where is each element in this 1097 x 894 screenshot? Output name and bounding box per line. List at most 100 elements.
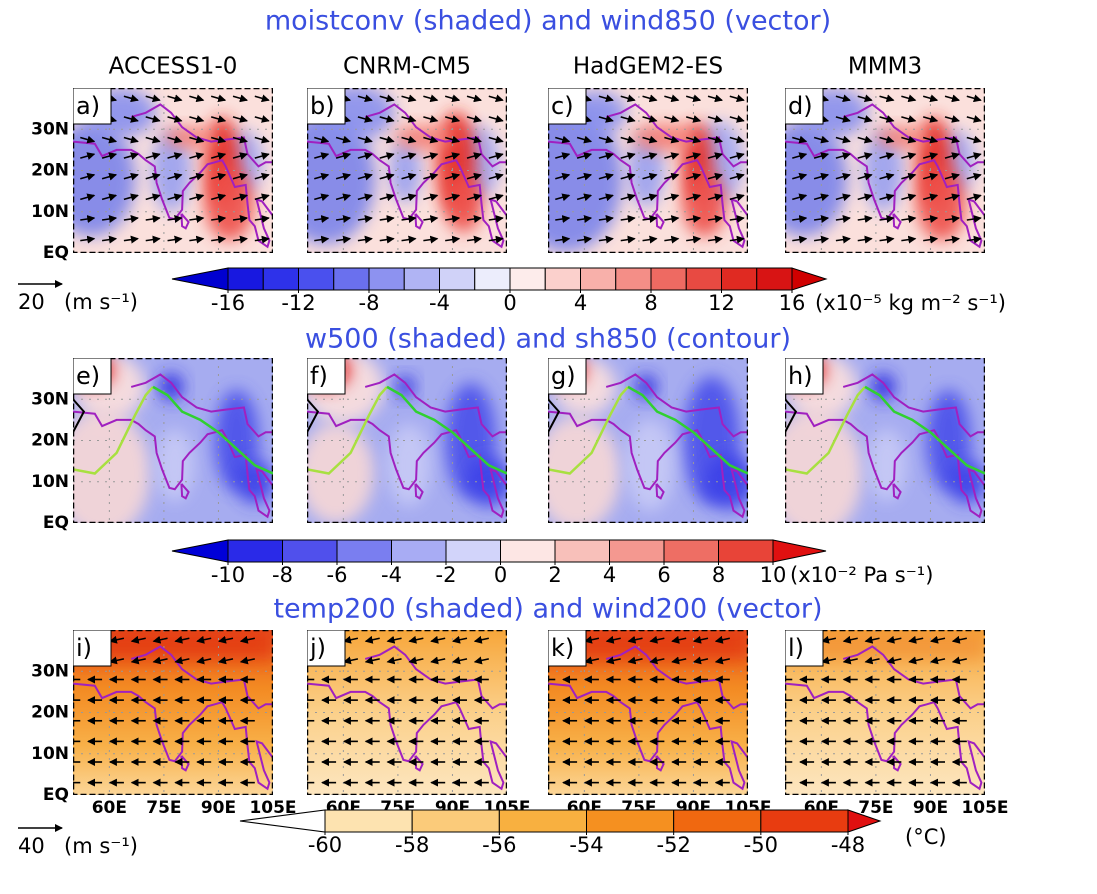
- wind-vector: [620, 152, 636, 160]
- wind-vector: [685, 115, 702, 123]
- column-header: ACCESS1-0: [109, 54, 238, 80]
- colorbar-tick-label: -2: [436, 563, 457, 587]
- coastline: [548, 682, 748, 791]
- wind-vector: [620, 94, 636, 103]
- colorbar-tick-label: 8: [712, 563, 725, 587]
- colorbar-tick-label: 0: [494, 563, 507, 587]
- wind-vector: [101, 135, 118, 144]
- wind-vector: [729, 235, 745, 244]
- wind-vector: [649, 656, 665, 665]
- wind-vector: [576, 135, 593, 144]
- wind-vector: [620, 235, 636, 244]
- wind-vector: [123, 235, 139, 244]
- colorbar-box: [650, 267, 687, 291]
- wind-vector: [813, 193, 830, 202]
- wind-vector: [664, 94, 680, 103]
- colorbar-box: [673, 809, 762, 833]
- wind-vector: [379, 235, 395, 244]
- wind-vector: [488, 215, 504, 223]
- wind-vector: [357, 152, 373, 160]
- wind-vector: [966, 94, 982, 103]
- coastline: [73, 682, 273, 791]
- wind-vector: [857, 94, 873, 103]
- shading-blob: [444, 174, 483, 233]
- colorbar-box: [298, 267, 335, 291]
- panel-label: d): [788, 92, 813, 120]
- colorbar-tick-label: 8: [644, 291, 657, 315]
- wind-vector: [254, 193, 270, 202]
- wind-vector: [813, 235, 830, 244]
- wind-vector: [901, 172, 917, 181]
- wind-vector: [488, 172, 504, 181]
- colorbar-tick-label: -6: [327, 563, 348, 587]
- wind-vector: [642, 115, 658, 123]
- wind-vector: [254, 172, 270, 181]
- wind-vector: [101, 152, 118, 160]
- colorbar-tick-label: -4: [381, 563, 402, 587]
- shading-blob: [307, 423, 375, 523]
- lat-tick-label: 10N: [31, 202, 69, 222]
- colorbar-box: [227, 267, 264, 291]
- wind-vector: [792, 172, 808, 181]
- wind-vector: [792, 193, 808, 202]
- wind-vector: [879, 94, 895, 103]
- wind-vector: [108, 635, 125, 644]
- colorbar-box: [509, 267, 546, 291]
- shading-blob: [395, 376, 415, 398]
- wind-vector: [80, 152, 96, 160]
- panel-label: k): [551, 634, 574, 662]
- wind-vector: [813, 135, 830, 144]
- wind-vector: [944, 235, 960, 244]
- wind-vector: [707, 135, 723, 144]
- panel-label-box: [785, 630, 824, 667]
- wind-vector: [729, 172, 745, 181]
- wind-vector: [189, 172, 205, 181]
- wind-vector: [210, 115, 227, 123]
- colorbar-box: [391, 539, 447, 563]
- border: [364, 103, 507, 168]
- wind-vector: [401, 215, 417, 223]
- wind-vector: [167, 135, 183, 144]
- wind-vector: [707, 193, 723, 202]
- wind-vector: [729, 152, 745, 160]
- panel-label: f): [310, 362, 328, 390]
- wind-vector: [218, 656, 234, 665]
- wind-vector: [254, 235, 270, 244]
- wind-vector: [664, 152, 680, 160]
- wind-vector: [101, 193, 118, 202]
- panel-label: l): [788, 634, 804, 662]
- wind-vector: [598, 235, 614, 244]
- wind-vector: [686, 235, 702, 244]
- map-panel: d): [785, 88, 985, 253]
- wind-vector: [664, 135, 680, 144]
- panel-label-box: [73, 358, 112, 395]
- wind-vector: [232, 235, 248, 244]
- wind-vector: [379, 115, 395, 123]
- wind-vector: [792, 152, 808, 160]
- wind-vector: [80, 172, 96, 181]
- wind-vector: [444, 193, 461, 202]
- colorbar-tick-label: -16: [211, 291, 245, 315]
- wind-vector: [627, 635, 643, 644]
- wind-vector: [835, 135, 851, 144]
- border: [842, 103, 985, 168]
- coastline: [73, 410, 273, 519]
- wind-vector: [379, 135, 395, 144]
- wind-vector: [466, 193, 482, 202]
- wind-vector: [408, 635, 424, 644]
- wind-vector: [423, 135, 439, 144]
- wind-vector: [729, 193, 745, 202]
- column-header: HadGEM2-ES: [573, 54, 723, 80]
- wind-vector: [879, 152, 895, 160]
- wind-vector: [857, 115, 873, 123]
- wind-vector: [357, 94, 373, 103]
- wind-vector: [80, 215, 96, 223]
- colorbar-box: [663, 539, 719, 563]
- wind-vector: [145, 172, 161, 181]
- wind-vector: [452, 635, 468, 644]
- contour: [386, 385, 507, 475]
- border: [605, 103, 748, 168]
- wind-vector: [254, 115, 270, 123]
- lon-tick-label: 90E: [201, 798, 236, 818]
- contour: [73, 398, 86, 433]
